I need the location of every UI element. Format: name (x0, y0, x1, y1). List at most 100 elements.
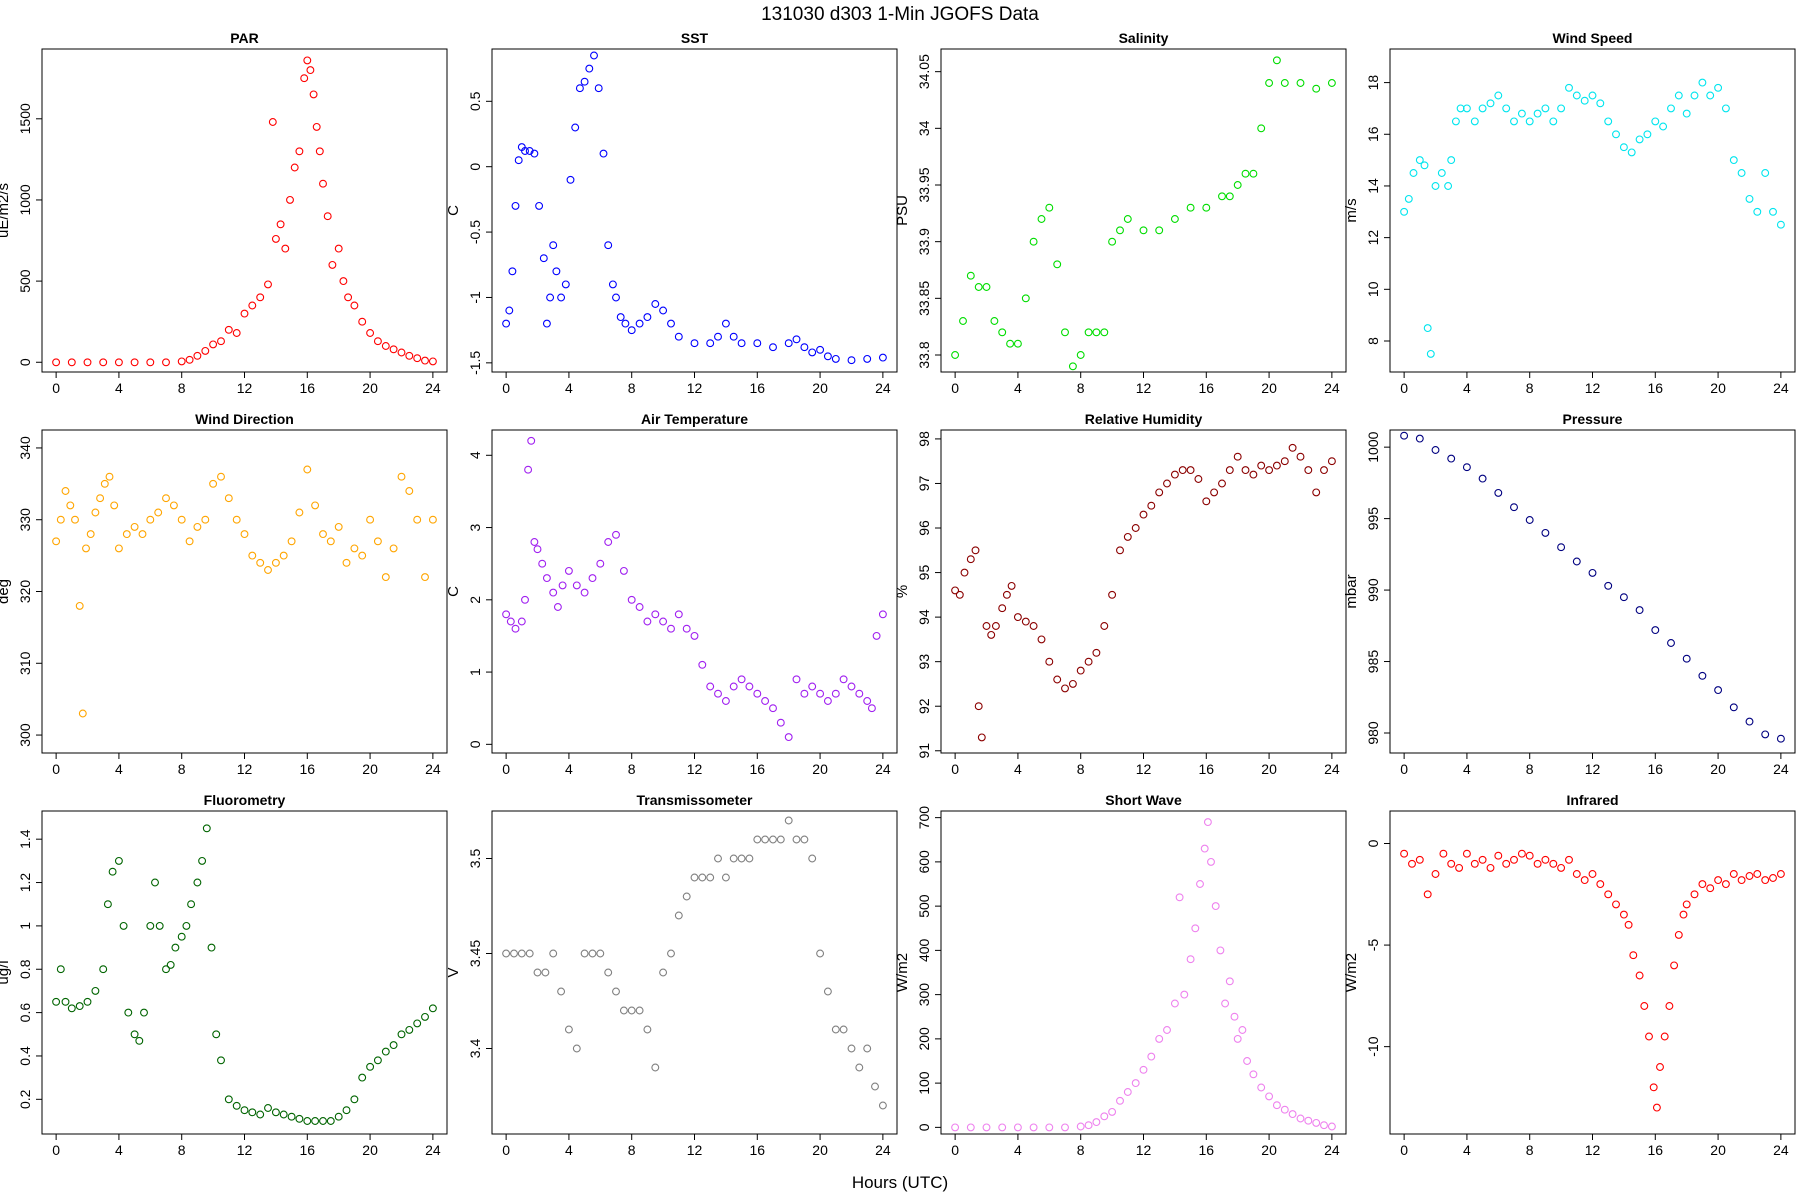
data-point (154, 508, 163, 517)
y-axis-label: ug/l (0, 960, 12, 984)
y-tick-label: 995 (1365, 507, 1381, 531)
x-tick-label: 4 (1463, 1142, 1471, 1158)
data-point (198, 856, 207, 865)
data-point (421, 356, 429, 365)
data-point (166, 960, 175, 969)
data-point (1243, 1057, 1252, 1065)
data-point (162, 494, 170, 503)
x-tick-label: 16 (1199, 761, 1215, 777)
y-tick-label: 200 (916, 1027, 932, 1051)
data-point (1674, 930, 1683, 939)
data-point (974, 702, 983, 711)
x-tick-label: 16 (300, 761, 316, 777)
data-point (1729, 156, 1738, 165)
chart-panel-short_wave: Short Wave W/m2 0 4 8 12 16 20 24 0 100 200 300 400 50… (894, 792, 1347, 1158)
y-tick-label: 91 (916, 743, 932, 759)
data-point (1533, 859, 1542, 868)
data-point (971, 546, 980, 555)
y-tick-label: -5 (1365, 939, 1381, 952)
data-point (315, 147, 324, 156)
y-tick-label: 33.8 (916, 341, 932, 368)
data-series-relative_humidity (951, 443, 1336, 742)
x-tick-label: 20 (1710, 380, 1726, 396)
y-tick-label: 96 (916, 520, 932, 536)
data-point (405, 351, 414, 360)
panel-title: Fluorometry (204, 792, 286, 808)
y-tick-label: 2 (467, 596, 483, 604)
data-point (240, 530, 249, 539)
data-point (1737, 876, 1746, 885)
data-point (1280, 79, 1289, 87)
data-point (966, 1123, 975, 1132)
data-point (1776, 734, 1785, 743)
y-axis-label: m/s (1343, 198, 1360, 222)
data-point (839, 675, 848, 684)
data-point (1013, 1123, 1022, 1132)
data-point (271, 234, 280, 243)
data-point (1494, 851, 1503, 860)
data-point (1745, 872, 1754, 880)
data-point (1437, 169, 1446, 177)
x-tick-label: 12 (1585, 761, 1601, 777)
data-point (511, 624, 520, 633)
data-point (1604, 581, 1613, 590)
data-point (635, 319, 644, 328)
data-series-air_temperature (502, 436, 887, 742)
data-point (1170, 999, 1179, 1008)
y-tick-label: 300 (916, 983, 932, 1007)
data-point (541, 968, 550, 977)
data-point (753, 689, 762, 698)
data-point (319, 179, 327, 188)
data-point (334, 1112, 343, 1121)
data-point (1660, 1032, 1669, 1041)
data-point (1478, 474, 1487, 483)
y-tick-label: 700 (916, 806, 932, 830)
data-point (1007, 581, 1016, 590)
y-axis-label: PSU (894, 195, 911, 226)
data-point (729, 854, 738, 863)
data-point (1640, 1002, 1649, 1010)
data-point (1163, 1026, 1171, 1034)
data-point (580, 588, 589, 597)
data-point (1769, 207, 1777, 216)
data-point (1029, 1123, 1038, 1132)
data-point (1076, 351, 1085, 359)
data-point (1494, 91, 1503, 100)
data-point (1541, 528, 1550, 537)
data-point (1670, 961, 1679, 970)
data-point (564, 566, 573, 575)
x-tick-label: 24 (1773, 380, 1789, 396)
data-point (659, 968, 668, 977)
data-point (1682, 109, 1691, 118)
data-point (690, 339, 699, 348)
figure-title: 131030 d303 1-Min JGOFS Data (761, 4, 1039, 25)
x-tick-label: 24 (875, 1142, 891, 1158)
data-point (1061, 684, 1069, 693)
data-point (1667, 104, 1675, 113)
data-point (974, 283, 983, 291)
data-point (1423, 324, 1432, 333)
data-series-sst (502, 51, 887, 365)
x-tick-label: 12 (1136, 761, 1152, 777)
data-point (575, 84, 584, 93)
data-point (714, 689, 722, 698)
x-tick-label: 16 (1199, 380, 1215, 396)
x-tick-label: 8 (178, 1142, 186, 1158)
data-point (1296, 79, 1305, 87)
x-tick-label: 0 (951, 1142, 959, 1158)
panel-title: PAR (230, 30, 259, 46)
x-tick-label: 0 (1400, 1142, 1408, 1158)
data-point (1776, 220, 1785, 229)
data-point (823, 697, 832, 705)
data-point (588, 949, 597, 958)
data-point (816, 345, 825, 354)
data-point (557, 293, 566, 302)
x-tick-label: 24 (1324, 761, 1340, 777)
x-tick-label: 24 (1324, 380, 1340, 396)
data-point (580, 949, 589, 958)
data-point (966, 555, 975, 564)
data-point (721, 697, 730, 705)
data-point (1404, 194, 1413, 203)
data-point (1714, 686, 1723, 695)
data-point (83, 358, 92, 367)
